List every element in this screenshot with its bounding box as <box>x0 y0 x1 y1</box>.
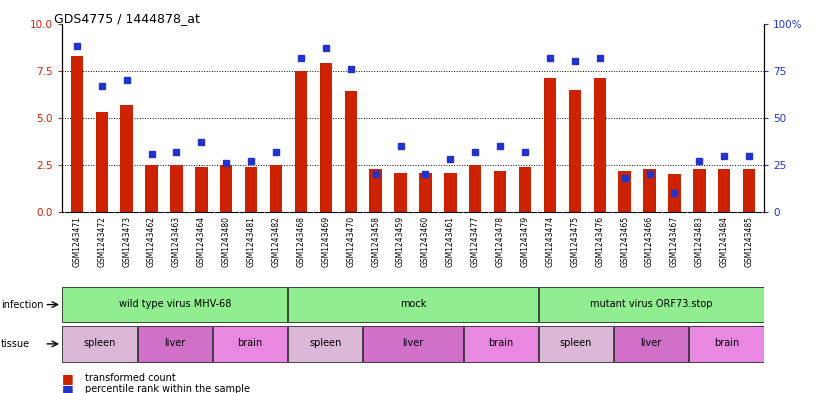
Text: GSM1243477: GSM1243477 <box>471 216 480 267</box>
Bar <box>195 167 207 212</box>
Bar <box>363 326 463 362</box>
Bar <box>568 90 581 212</box>
Text: GSM1243483: GSM1243483 <box>695 216 704 267</box>
Bar <box>344 92 357 212</box>
Text: GSM1243468: GSM1243468 <box>297 216 306 267</box>
Text: brain: brain <box>488 338 514 348</box>
Bar <box>643 169 656 212</box>
Bar <box>668 174 681 212</box>
Text: percentile rank within the sample: percentile rank within the sample <box>85 384 250 393</box>
Bar <box>170 165 183 212</box>
Text: GSM1243472: GSM1243472 <box>97 216 107 267</box>
Text: GSM1243463: GSM1243463 <box>172 216 181 267</box>
Bar <box>270 165 282 212</box>
Bar <box>469 165 482 212</box>
Text: GSM1243484: GSM1243484 <box>719 216 729 267</box>
Bar <box>288 287 538 322</box>
Text: GSM1243464: GSM1243464 <box>197 216 206 267</box>
Bar <box>138 326 212 362</box>
Bar <box>420 173 432 212</box>
Bar <box>245 167 258 212</box>
Text: GSM1243480: GSM1243480 <box>221 216 230 267</box>
Bar <box>494 171 506 212</box>
Bar <box>693 169 705 212</box>
Text: GSM1243476: GSM1243476 <box>596 216 605 267</box>
Text: transformed count: transformed count <box>85 373 176 383</box>
Text: GDS4775 / 1444878_at: GDS4775 / 1444878_at <box>54 12 200 25</box>
Text: liver: liver <box>402 338 424 348</box>
Bar <box>743 169 755 212</box>
Text: GSM1243471: GSM1243471 <box>73 216 82 267</box>
Text: mock: mock <box>400 299 426 309</box>
Bar <box>295 71 307 212</box>
Text: GSM1243467: GSM1243467 <box>670 216 679 267</box>
Text: spleen: spleen <box>309 338 341 348</box>
Text: spleen: spleen <box>560 338 592 348</box>
Text: GSM1243481: GSM1243481 <box>247 216 256 267</box>
Text: GSM1243461: GSM1243461 <box>446 216 455 267</box>
Bar <box>614 326 688 362</box>
Text: GSM1243474: GSM1243474 <box>545 216 554 267</box>
Text: wild type virus MHV-68: wild type virus MHV-68 <box>119 299 231 309</box>
Text: GSM1243462: GSM1243462 <box>147 216 156 267</box>
Text: GSM1243459: GSM1243459 <box>396 216 405 267</box>
Bar <box>145 165 158 212</box>
Text: GSM1243465: GSM1243465 <box>620 216 629 267</box>
Text: infection: infection <box>1 299 43 310</box>
Bar <box>519 167 531 212</box>
Bar <box>394 173 406 212</box>
Bar <box>594 78 606 212</box>
Text: GSM1243460: GSM1243460 <box>421 216 430 267</box>
Text: brain: brain <box>237 338 263 348</box>
Text: GSM1243469: GSM1243469 <box>321 216 330 267</box>
Bar <box>320 63 332 212</box>
Bar <box>63 287 287 322</box>
Bar <box>539 287 763 322</box>
Bar <box>213 326 287 362</box>
Text: GSM1243475: GSM1243475 <box>570 216 579 267</box>
Text: GSM1243482: GSM1243482 <box>272 216 281 267</box>
Text: liver: liver <box>641 338 662 348</box>
Bar <box>63 326 136 362</box>
Text: ■: ■ <box>62 371 74 385</box>
Text: spleen: spleen <box>83 338 116 348</box>
Text: mutant virus ORF73.stop: mutant virus ORF73.stop <box>590 299 713 309</box>
Bar <box>539 326 613 362</box>
Bar <box>444 173 457 212</box>
Bar <box>690 326 763 362</box>
Bar <box>71 56 83 212</box>
Text: GSM1243485: GSM1243485 <box>744 216 753 267</box>
Bar <box>121 105 133 212</box>
Bar <box>544 78 556 212</box>
Bar <box>96 112 108 212</box>
Text: GSM1243479: GSM1243479 <box>520 216 529 267</box>
Text: liver: liver <box>164 338 185 348</box>
Bar <box>718 169 730 212</box>
Text: GSM1243458: GSM1243458 <box>371 216 380 267</box>
Text: brain: brain <box>714 338 739 348</box>
Text: GSM1243470: GSM1243470 <box>346 216 355 267</box>
Text: GSM1243466: GSM1243466 <box>645 216 654 267</box>
Text: ■: ■ <box>62 382 74 393</box>
Bar <box>369 169 382 212</box>
Text: tissue: tissue <box>1 339 30 349</box>
Text: GSM1243473: GSM1243473 <box>122 216 131 267</box>
Bar <box>619 171 631 212</box>
Text: GSM1243478: GSM1243478 <box>496 216 505 267</box>
Bar <box>220 165 232 212</box>
Bar <box>463 326 538 362</box>
Bar <box>288 326 363 362</box>
